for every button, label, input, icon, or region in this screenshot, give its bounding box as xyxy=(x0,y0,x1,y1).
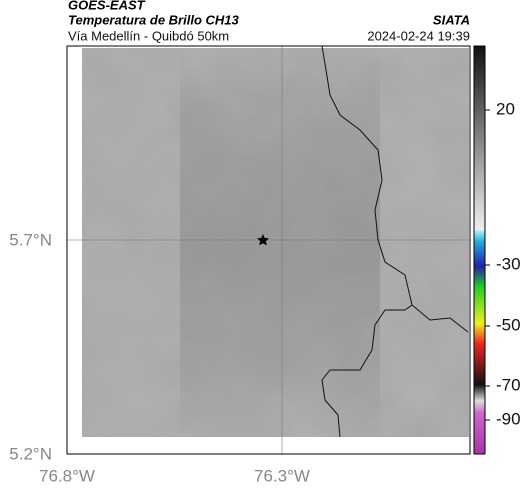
colorbar xyxy=(473,45,486,455)
datetime: 2024-02-24 19:39 xyxy=(367,28,470,43)
satellite: GOES-EAST xyxy=(68,0,146,12)
agency: SIATA xyxy=(433,12,470,27)
colorbar-label: -70 xyxy=(496,375,521,394)
colorbar-label: -30 xyxy=(496,254,521,273)
map xyxy=(66,45,471,455)
lon-tick: 76.3°W xyxy=(254,466,310,485)
product: Temperatura de Brillo CH13 xyxy=(68,12,240,27)
colorbar-ticks: 20 -30 -50 -70 -90 xyxy=(485,99,521,428)
lat-tick: 5.7°N xyxy=(9,230,52,249)
colorbar-label: -90 xyxy=(496,409,521,428)
colorbar-label: 20 xyxy=(496,99,515,118)
lat-tick: 5.2°N xyxy=(9,444,52,463)
colorbar-label: -50 xyxy=(496,315,521,334)
location: Vía Medellín - Quibdó 50km xyxy=(68,28,229,43)
lon-tick: 76.8°W xyxy=(39,466,95,485)
